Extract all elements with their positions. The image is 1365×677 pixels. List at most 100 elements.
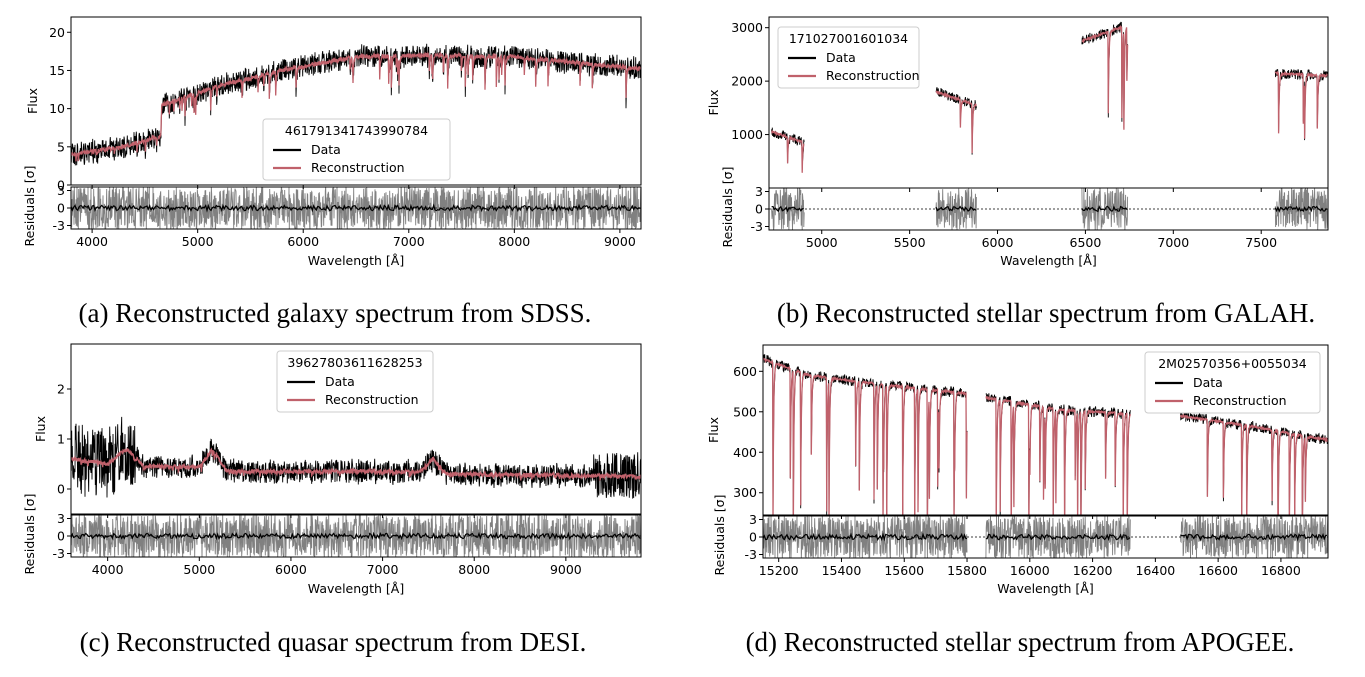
chart-b: 1000 2000 3000 -3 0 3 5000 5500 6000 6500 7000 7500… [706,16,1329,328]
resid-layer [763,516,1328,558]
residual-mean-1 [935,205,977,213]
y-axis-label: Flux [33,416,48,442]
res-y-tick-label: 3 [749,512,757,527]
res-y-tick-label: -3 [751,219,763,234]
caption: (b) Reconstructed stellar spectrum from … [777,298,1315,328]
x-tick-label: 6500 [1070,235,1102,250]
main-axes [70,16,642,186]
y-tick-label: 0 [57,178,65,193]
legend-title: 461791341743990784 [285,123,428,138]
reconstruction-series-2 [1179,412,1328,515]
residual-mean-0 [71,203,641,213]
x-tick-label: 5000 [182,234,214,249]
recon-layer [71,447,641,482]
res-y-tick-label: 0 [57,529,65,544]
res-y-tick-label: 0 [755,202,763,217]
x-axis-label: Wavelength [Å] [308,581,404,596]
x-tick-label: 16200 [1073,563,1113,578]
caption: (d) Reconstructed stellar spectrum from … [746,627,1295,657]
residual-axis-label: Residuals [σ] [720,167,735,248]
residual-mean-2 [1180,532,1328,542]
legend-box [276,350,434,413]
residual-mean-0 [771,205,804,213]
data-layer [71,43,641,166]
x-axis-label: Wavelength [Å] [308,253,404,268]
y-tick-label: 1 [57,432,65,447]
legend-title: 171027001601034 [789,31,908,46]
main-axes [70,343,642,515]
resid-layer [71,187,641,229]
x-tick-label: 8000 [498,234,530,249]
y-tick-label: 5 [57,139,65,154]
resid-layer [71,515,641,557]
recon-layer [763,357,1328,515]
x-tick-label: 15200 [759,563,799,578]
legend-label-data: Data [311,142,341,157]
data-layer [71,416,641,499]
legend-label-data: Data [826,50,856,65]
x-tick-label: 5000 [183,562,215,577]
y-tick-label: 400 [733,445,757,460]
legend-title: 39627803611628253 [287,355,422,370]
recon-layer [770,24,1328,173]
res-y-tick-label: -3 [53,218,65,233]
y-axis-label: Flux [706,417,721,443]
legend: 171027001601034 Data Reconstruction [777,26,920,89]
reconstruction-series-0 [71,447,641,482]
residual-series-2 [1081,188,1129,230]
residual-axis-label: Residuals [σ] [22,494,37,575]
legend: 461791341743990784 Data Reconstruction [262,118,451,181]
x-tick-label: 4000 [76,234,108,249]
main-axes [762,344,1329,516]
legend: 39627803611628253 Data Reconstruction [276,350,434,413]
y-tick-label: 500 [733,404,757,419]
x-tick-label: 16000 [1010,563,1050,578]
residual-axis-label: Residuals [σ] [712,495,727,576]
residual-series-0 [71,515,641,557]
x-tick-label: 16600 [1198,563,1238,578]
x-tick-label: 6000 [287,234,319,249]
legend-label-reconstruction: Reconstruction [826,68,920,83]
x-tick-label: 6000 [275,562,307,577]
res-y-tick-label: 0 [57,201,65,216]
legend-box [1144,351,1321,414]
x-tick-label: 7500 [1245,235,1277,250]
y-tick-label: 300 [733,485,757,500]
x-tick-label: 9000 [550,562,582,577]
residual-mean-0 [763,532,968,542]
residual-series-1 [935,188,977,230]
chart-c: 0 1 2 -3 0 3 4000 5000 6000 7000 8000 9000 Wavelengt… [22,343,642,657]
y-axis-label: Flux [706,90,721,116]
x-axis-label: Wavelength [Å] [997,581,1093,596]
legend-label-reconstruction: Reconstruction [325,392,419,407]
legend-box [262,118,451,181]
residual-series-1 [985,516,1131,558]
residual-series-0 [763,516,968,558]
legend: 2M02570356+0055034 Data Reconstruction [1144,351,1321,414]
res-y-tick-label: -3 [53,546,65,561]
res-y-tick-label: 0 [749,530,757,545]
data-series-0 [71,43,641,166]
y-axis-label: Flux [25,88,40,114]
caption: (c) Reconstructed quasar spectrum from D… [80,627,587,657]
reconstruction-series-2 [1081,24,1129,130]
residual-axis-label: Residuals [σ] [22,166,37,247]
x-tick-label: 16400 [1135,563,1175,578]
res-y-tick-label: 3 [57,183,65,198]
res-y-tick-label: 3 [755,184,763,199]
residual-mean-1 [985,533,1131,542]
x-tick-label: 5000 [806,235,838,250]
legend-label-data: Data [1193,375,1223,390]
reconstruction-series-3 [1274,70,1328,139]
caption: (a) Reconstructed galaxy spectrum from S… [79,298,592,328]
y-tick-label: 2 [57,382,65,397]
reconstruction-series-1 [985,394,1131,515]
y-tick-label: 15 [49,63,65,78]
y-tick-label: 1000 [731,127,763,142]
y-tick-label: 3000 [731,20,763,35]
x-tick-label: 4000 [92,562,124,577]
legend-label-data: Data [325,374,355,389]
residual-series-0 [771,188,805,230]
residual-axes [768,187,1329,231]
